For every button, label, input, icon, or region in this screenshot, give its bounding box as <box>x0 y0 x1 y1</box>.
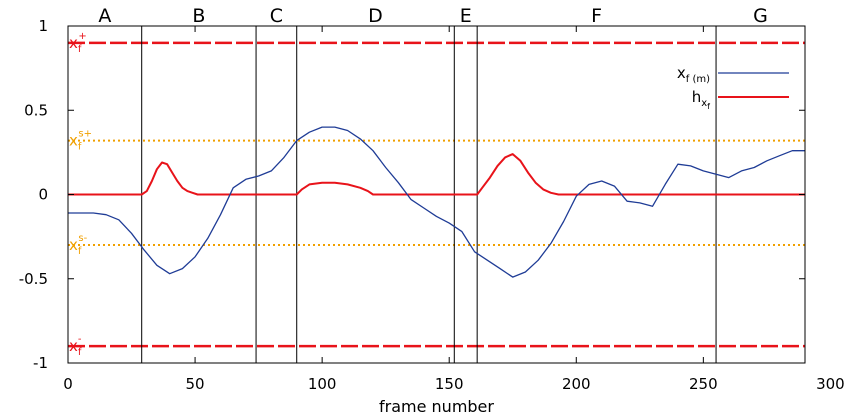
x-tick-label-5: 250 <box>689 375 718 393</box>
reference-lines: xf+ xfs+ xfs-xf- <box>68 31 805 358</box>
axis-ticks: 0 50 100 150 200 250 300 1 0.5 0 -0.5 -1 <box>19 17 845 393</box>
region-label-a: A <box>98 5 111 27</box>
reference-label-4: xf- <box>69 334 82 358</box>
legend-label-xf: xf (m) <box>677 64 710 85</box>
y-tick-label-2: 0 <box>38 186 48 204</box>
series-line-hxf <box>68 153 805 196</box>
y-tick-label-3: -0.5 <box>19 270 48 288</box>
x-tick-label-0: 0 <box>63 375 73 393</box>
region-label-c: C <box>270 5 283 27</box>
x-tick-label-2: 100 <box>308 375 337 393</box>
region-label-b: B <box>192 5 205 27</box>
region-label-d: D <box>368 5 383 27</box>
x-tick-label-1: 50 <box>186 375 205 393</box>
region-label-e: E <box>460 5 472 27</box>
x-axis-title: frame number <box>379 397 494 416</box>
x-tick-label-4: 200 <box>562 375 591 393</box>
y-tick-label-1: 0.5 <box>24 101 48 119</box>
legend: xf (m) hxf <box>677 64 789 111</box>
series-group <box>68 126 805 278</box>
x-tick-label-3: 150 <box>435 375 464 393</box>
y-tick-label-4: -1 <box>33 354 48 372</box>
reference-label-2: xfs+ <box>69 129 92 153</box>
reference-label-3: xfs- <box>69 233 88 257</box>
legend-label-hxf: hxf <box>692 88 710 111</box>
region-label-f: F <box>591 5 602 27</box>
series-line-xf <box>68 126 805 278</box>
reference-label-1: xf+ <box>69 31 87 55</box>
y-tick-label-0: 1 <box>38 17 48 35</box>
region-label-g: G <box>753 5 768 27</box>
x-tick-label-6: 300 <box>816 375 845 393</box>
region-dividers: A B C D E F G <box>98 5 768 363</box>
